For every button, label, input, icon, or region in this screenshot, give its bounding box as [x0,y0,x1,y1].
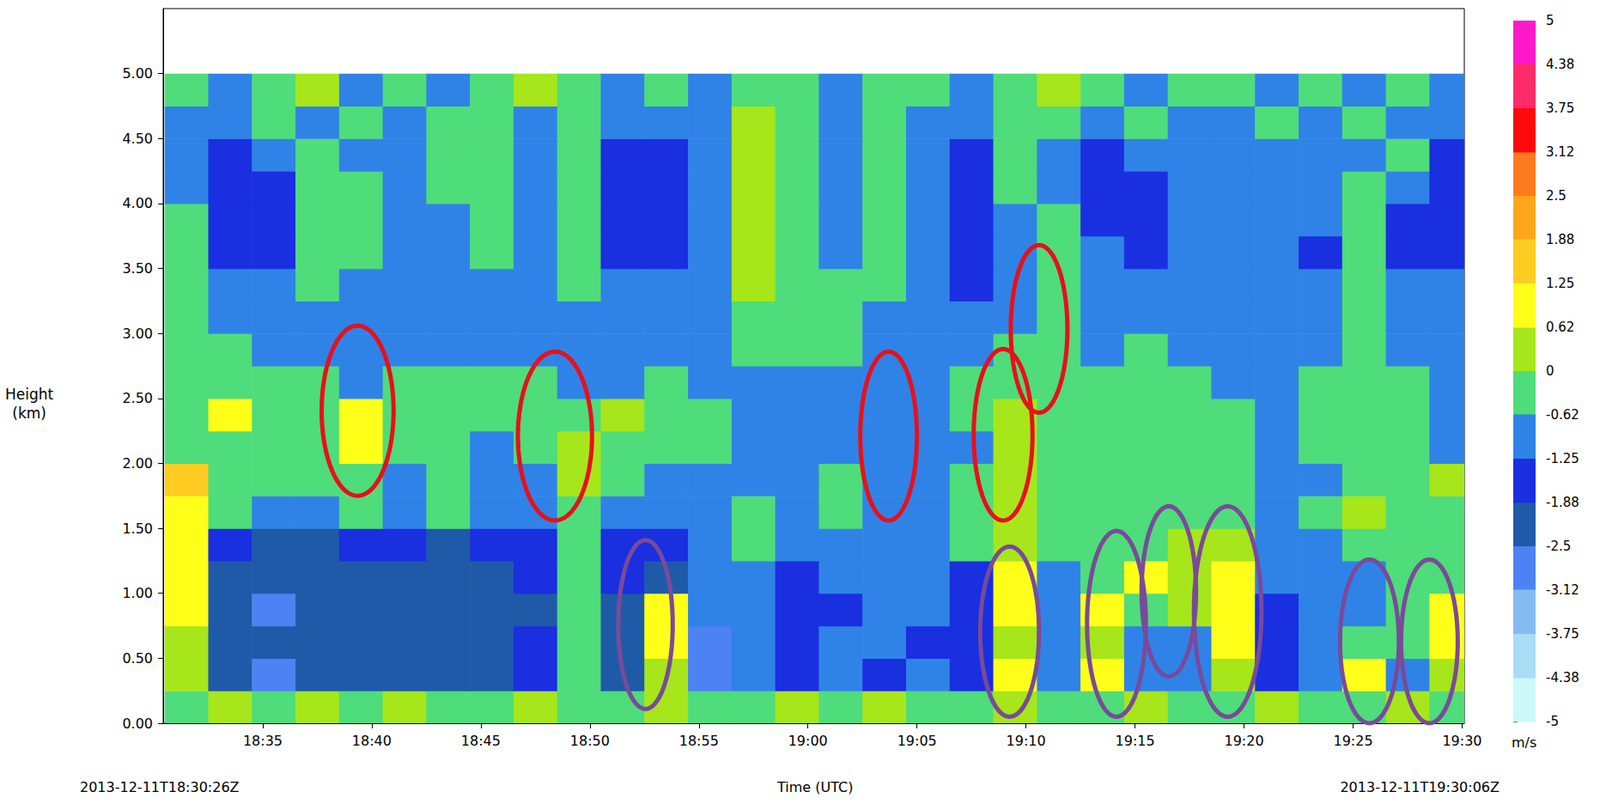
svg-text:3.50: 3.50 [121,260,153,277]
svg-text:4.00: 4.00 [121,194,153,212]
svg-text:2.50: 2.50 [121,389,153,407]
svg-text:4.38: 4.38 [1545,56,1575,73]
svg-text:19:30: 19:30 [1441,732,1482,749]
svg-text:2.00: 2.00 [121,455,153,472]
svg-text:19:00: 19:00 [788,732,828,749]
svg-text:2.5: 2.5 [1545,188,1567,204]
svg-text:19:15: 19:15 [1115,732,1156,749]
svg-text:18:50: 18:50 [570,732,610,749]
svg-text:0.62: 0.62 [1545,319,1575,335]
svg-text:-0.62: -0.62 [1545,407,1580,423]
svg-text:-3.75: -3.75 [1545,626,1580,642]
svg-text:18:55: 18:55 [679,732,719,749]
svg-text:1.88: 1.88 [1545,231,1575,248]
svg-text:5: 5 [1545,12,1555,29]
svg-text:3.00: 3.00 [121,325,153,342]
svg-text:2013-12-11T19:30:06Z: 2013-12-11T19:30:06Z [1339,778,1500,796]
svg-text:(km): (km) [12,404,47,422]
svg-text:4.50: 4.50 [121,130,153,147]
svg-text:18:35: 18:35 [243,732,283,749]
svg-text:-4.38: -4.38 [1545,669,1580,686]
svg-text:2013-12-11T18:30:26Z: 2013-12-11T18:30:26Z [79,778,240,796]
svg-text:-5: -5 [1545,713,1559,730]
svg-text:0.00: 0.00 [121,715,153,732]
svg-text:0: 0 [1545,363,1555,379]
svg-text:Height: Height [5,385,55,403]
svg-text:19:10: 19:10 [1006,732,1047,749]
svg-text:19:20: 19:20 [1223,732,1264,749]
svg-text:5.00: 5.00 [121,65,153,82]
svg-text:18:45: 18:45 [461,732,501,749]
svg-text:1.00: 1.00 [121,584,153,602]
svg-text:-2.5: -2.5 [1545,538,1571,554]
svg-text:19:05: 19:05 [897,732,937,749]
svg-text:19:25: 19:25 [1332,732,1373,749]
svg-text:-1.25: -1.25 [1545,450,1580,467]
svg-text:3.12: 3.12 [1545,144,1575,160]
svg-text:18:40: 18:40 [352,732,392,749]
svg-text:m/s: m/s [1511,734,1537,751]
svg-text:0.50: 0.50 [121,650,153,667]
svg-text:-3.12: -3.12 [1545,582,1580,598]
svg-text:3.75: 3.75 [1545,100,1575,116]
svg-text:Time (UTC): Time (UTC) [776,778,853,796]
svg-text:1.25: 1.25 [1545,275,1575,292]
svg-text:-1.88: -1.88 [1545,494,1580,511]
svg-text:1.50: 1.50 [121,520,153,537]
